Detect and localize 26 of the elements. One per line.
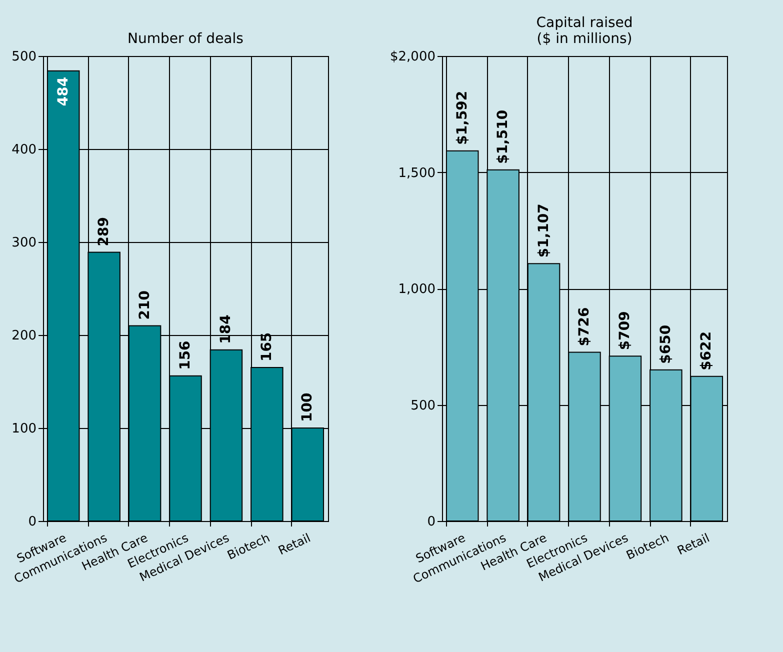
- y-tick-label: 200: [12, 328, 36, 344]
- y-tick-label: 1,000: [398, 282, 436, 297]
- data-label: 484: [55, 76, 72, 106]
- y-tick-label: $2,000: [390, 50, 436, 64]
- data-label: 184: [218, 314, 234, 344]
- data-label: 156: [178, 340, 194, 370]
- data-label: $1,592: [454, 90, 470, 145]
- chart-title: Number of deals: [128, 31, 244, 47]
- data-label: $726: [576, 307, 592, 346]
- data-label: $622: [698, 331, 715, 370]
- y-tick-label: 1,500: [398, 166, 436, 181]
- data-label: $650: [658, 324, 674, 364]
- y-tick-label: 300: [12, 236, 36, 250]
- data-label: 210: [136, 290, 153, 320]
- data-label: $1,510: [495, 110, 512, 164]
- y-tick-label: 0: [28, 514, 36, 530]
- y-tick-label: 500: [12, 50, 36, 64]
- chart-title: Capital raised ($ in millions): [536, 15, 633, 47]
- data-label: $1,107: [536, 204, 552, 258]
- y-tick-label: 100: [12, 422, 36, 436]
- y-tick-label: 400: [12, 142, 36, 158]
- data-label: 289: [96, 216, 112, 246]
- y-tick-label: 0: [427, 514, 436, 530]
- data-label: 100: [300, 392, 316, 422]
- y-tick-label: 500: [410, 398, 436, 414]
- data-label: $709: [617, 311, 634, 350]
